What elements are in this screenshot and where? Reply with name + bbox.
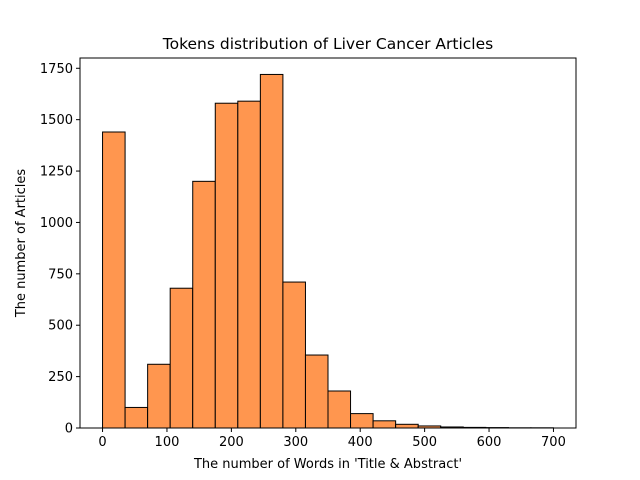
histogram-bar [102, 131, 126, 429]
x-axis-label: The number of Words in 'Title & Abstract… [193, 457, 462, 472]
y-tick-label: 250 [48, 370, 73, 385]
x-tick-label: 400 [348, 435, 373, 450]
x-tick-label: 700 [541, 435, 566, 450]
x-tick-label: 600 [477, 435, 502, 450]
histogram-bar [214, 102, 239, 429]
bars-group [102, 73, 554, 429]
y-tick-label: 1750 [40, 62, 73, 77]
histogram-bar [395, 423, 419, 429]
histogram-bar [350, 413, 374, 429]
histogram-bar [124, 406, 149, 429]
x-tick-label: 100 [155, 435, 180, 450]
histogram-bar [192, 180, 216, 429]
chart-title: Tokens distribution of Liver Cancer Arti… [162, 35, 493, 53]
x-tick-label: 0 [98, 435, 106, 450]
y-tick-label: 1000 [40, 216, 73, 231]
y-tick-label: 0 [65, 422, 73, 437]
histogram-bar [372, 420, 397, 429]
x-tick-label: 500 [412, 435, 437, 450]
y-tick-label: 500 [48, 319, 73, 334]
histogram-bar [282, 281, 306, 429]
x-axis-ticks: 0 100 200 300 400 500 600 700 [98, 428, 566, 450]
histogram-bar [259, 73, 284, 429]
y-tick-label: 1500 [40, 113, 73, 128]
y-axis-label: The number of Articles [14, 169, 29, 319]
histogram-bar [327, 390, 352, 429]
histogram-bar [304, 354, 329, 429]
x-tick-label: 300 [283, 435, 308, 450]
x-tick-label: 200 [219, 435, 244, 450]
histogram-bar [169, 287, 194, 429]
histogram-bar [237, 100, 261, 429]
y-axis-ticks: 0 250 500 750 1000 1250 1500 1750 [40, 62, 80, 437]
plot-frame [79, 57, 577, 429]
y-tick-label: 750 [48, 267, 73, 282]
y-tick-label: 1250 [40, 165, 73, 180]
histogram-bar [147, 363, 171, 429]
